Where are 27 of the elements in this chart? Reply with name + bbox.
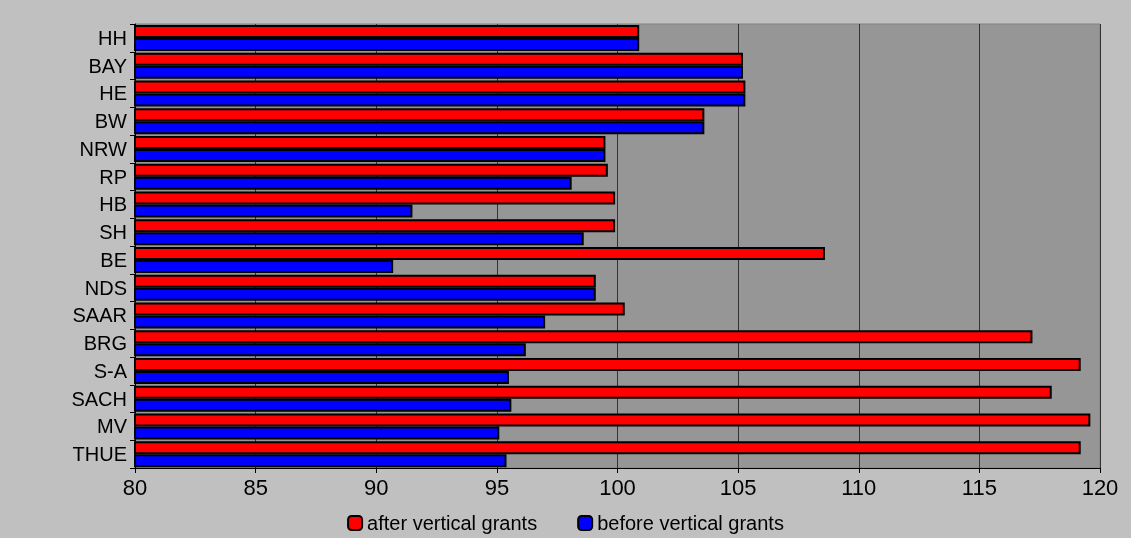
x-tick-label: 100: [599, 474, 636, 500]
y-tick-label: HH: [98, 26, 127, 49]
y-tick-label: SH: [99, 221, 127, 244]
x-tick-label: 85: [243, 474, 268, 500]
y-tick-label: THUE: [72, 443, 127, 466]
x-tick-label: 110: [841, 474, 877, 500]
x-tick-label: 105: [719, 474, 757, 500]
x-tick-label: 120: [1081, 474, 1119, 500]
y-tick-label: SACH: [71, 387, 127, 410]
x-tick-label: 90: [364, 474, 389, 500]
y-tick-label: NDS: [84, 276, 127, 299]
y-tick-label: RP: [99, 165, 127, 188]
x-tick-label: 115: [961, 474, 997, 500]
legend-label: before vertical grants: [597, 512, 784, 534]
y-tick-label: MV: [97, 415, 128, 438]
x-tick-label: 80: [122, 474, 148, 500]
y-tick-label: NRW: [79, 137, 128, 160]
y-tick-label: BRG: [83, 332, 127, 355]
legend-label: after vertical grants: [367, 512, 538, 534]
y-tick-label: BE: [100, 248, 127, 271]
y-tick-label: BAY: [88, 54, 127, 77]
y-tick-label: HB: [99, 193, 127, 216]
x-tick-label: 95: [484, 474, 510, 500]
y-tick-label: HE: [99, 82, 127, 105]
y-tick-label: S-A: [93, 359, 128, 382]
y-tick-label: SAAR: [72, 304, 127, 327]
y-tick-label: BW: [94, 110, 128, 133]
